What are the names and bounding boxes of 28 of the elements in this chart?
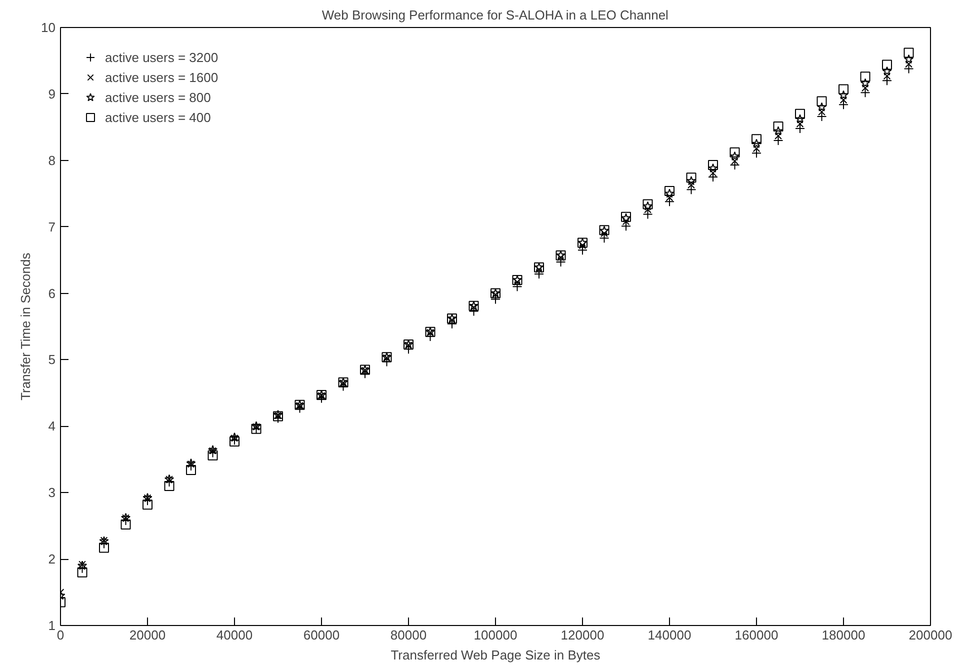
y-tick-label: 8: [48, 152, 56, 168]
y-tick-label: 10: [41, 20, 56, 35]
y-tick-label: 5: [48, 352, 56, 368]
chart-title: Web Browsing Performance for S-ALOHA in a LEO Channel: [322, 8, 669, 22]
y-tick-label: 3: [48, 485, 56, 500]
y-tick-label: 6: [48, 286, 56, 301]
legend-label: active users = 800: [105, 90, 211, 104]
y-tick-label: 4: [48, 418, 56, 434]
y-axis-title: Transfer Time in Seconds: [18, 252, 34, 400]
y-tick-label: 9: [48, 86, 56, 102]
x-tick-label: 160000: [734, 628, 778, 642]
y-tick-label: 2: [48, 552, 56, 567]
x-tick-label: 80000: [390, 628, 427, 642]
x-tick-label: 200000: [908, 628, 952, 642]
x-tick-label: 20000: [129, 628, 166, 642]
x-axis-title: Transferred Web Page Size in Bytes: [390, 648, 601, 662]
x-tick-label: 140000: [648, 628, 692, 642]
legend-label: active users = 3200: [105, 50, 218, 64]
x-tick-label: 120000: [560, 628, 604, 642]
x-tick-label: 100000: [474, 628, 518, 642]
x-tick-label: 40000: [216, 628, 253, 642]
y-tick-label: 1: [48, 618, 56, 633]
x-tick-label: 180000: [822, 628, 866, 642]
y-tick-label: 7: [48, 219, 56, 234]
x-tick-label: 0: [56, 628, 64, 642]
x-tick-label: 60000: [303, 628, 340, 642]
legend-label: active users = 1600: [105, 70, 218, 84]
legend-label: active users = 400: [105, 110, 211, 124]
